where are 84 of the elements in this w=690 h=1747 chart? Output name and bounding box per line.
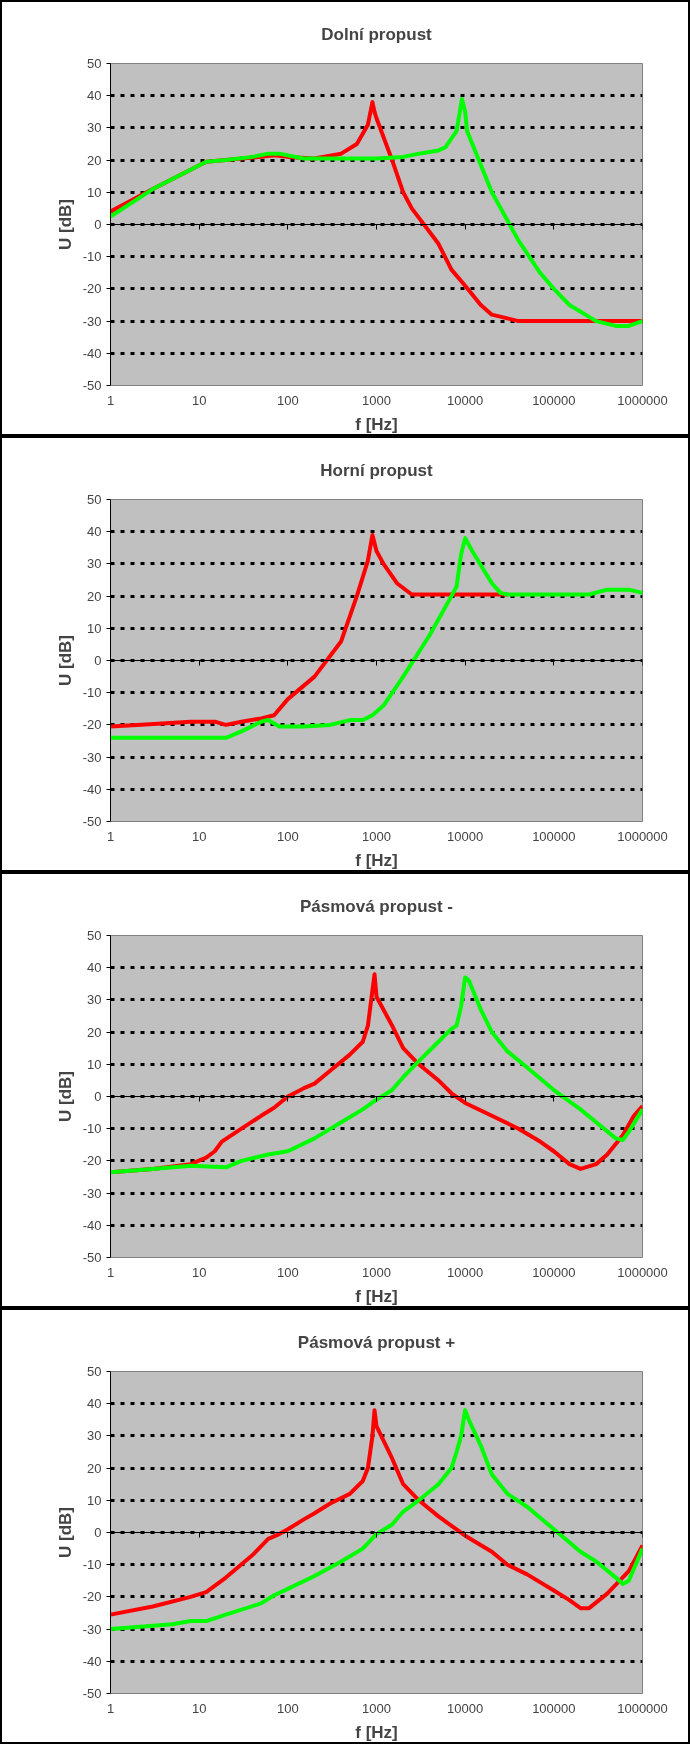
x-axis-title: f [Hz] [355, 1286, 398, 1306]
y-tick-label: 10 [87, 1056, 102, 1072]
y-tick-label: 50 [87, 928, 102, 943]
y-tick-label: 20 [87, 588, 102, 604]
y-axis-title: U [dB] [55, 1071, 75, 1122]
x-tick-label: 10000 [447, 828, 484, 844]
y-tick-label: 30 [87, 120, 102, 136]
y-tick-label: -40 [82, 1653, 102, 1669]
y-tick-label: 10 [87, 620, 102, 636]
chart-title: Pásmová propust + [297, 1332, 456, 1352]
x-tick-label: 1 [106, 828, 115, 844]
y-tick-label: 50 [87, 1364, 102, 1379]
y-tick-label: -50 [82, 378, 102, 393]
y-tick-label: 0 [94, 1525, 102, 1540]
x-tick-label: 10000 [447, 1700, 484, 1716]
y-tick-label: -40 [82, 1217, 102, 1233]
y-tick-label: 10 [87, 1492, 102, 1508]
x-tick-label: 10000 [447, 392, 484, 408]
y-tick-label: -20 [82, 1589, 102, 1605]
x-tick-label: 1000000 [617, 828, 668, 844]
y-tick-label: -30 [82, 1185, 102, 1201]
x-axis-title: f [Hz] [355, 850, 398, 870]
x-tick-label: 1000 [362, 828, 391, 844]
x-tick-label: 100 [276, 392, 299, 408]
y-tick-label: -30 [82, 313, 102, 329]
x-axis-title: f [Hz] [355, 1722, 398, 1742]
x-tick-label: 100000 [532, 392, 576, 408]
y-tick-label: -50 [82, 1686, 102, 1701]
y-tick-label: -10 [82, 1121, 102, 1137]
y-tick-label: 50 [87, 492, 102, 507]
y-tick-label: 50 [87, 56, 102, 71]
x-axis-title: f [Hz] [355, 414, 398, 434]
y-tick-label: -20 [82, 1153, 102, 1169]
x-tick-label: 100 [276, 1700, 299, 1716]
x-tick-label: 10 [191, 1264, 207, 1280]
y-axis-title: U [dB] [55, 635, 75, 686]
y-tick-label: 40 [87, 1396, 102, 1412]
y-tick-label: -50 [82, 1250, 102, 1265]
x-tick-label: 100000 [532, 1264, 576, 1280]
y-tick-label: 0 [94, 653, 102, 668]
y-tick-label: 20 [87, 1024, 102, 1040]
y-tick-label: 30 [87, 556, 102, 572]
x-tick-label: 100 [276, 828, 299, 844]
y-tick-label: 10 [87, 184, 102, 200]
x-tick-label: 100000 [532, 828, 576, 844]
y-tick-label: -10 [82, 249, 102, 265]
x-tick-label: 1 [106, 392, 115, 408]
y-tick-label: -30 [82, 749, 102, 765]
x-tick-label: 1000000 [617, 1264, 668, 1280]
y-tick-label: -40 [82, 781, 102, 797]
y-tick-label: -40 [82, 345, 102, 361]
chart-title: Horní propust [320, 460, 434, 480]
x-tick-label: 10 [191, 392, 207, 408]
x-tick-label: 1000000 [617, 1700, 668, 1716]
chart-title: Pásmová propust - [299, 896, 454, 916]
y-tick-label: 30 [87, 1428, 102, 1444]
y-tick-label: 20 [87, 152, 102, 168]
y-tick-label: -20 [82, 281, 102, 297]
y-tick-label: 40 [87, 88, 102, 104]
x-tick-label: 1000000 [617, 392, 668, 408]
y-tick-label: -30 [82, 1621, 102, 1637]
x-tick-label: 100000 [532, 1700, 576, 1716]
x-tick-label: 1000 [362, 1700, 391, 1716]
x-tick-label: 100 [276, 1264, 299, 1280]
y-tick-label: 40 [87, 524, 102, 540]
x-tick-label: 10 [191, 1700, 207, 1716]
y-tick-label: 20 [87, 1460, 102, 1476]
x-tick-label: 10 [191, 828, 207, 844]
x-tick-label: 1000 [362, 1264, 391, 1280]
y-tick-label: -20 [82, 717, 102, 733]
chart-title: Dolní propust [321, 24, 433, 44]
y-tick-label: -10 [82, 685, 102, 701]
x-tick-label: 1000 [362, 392, 391, 408]
y-tick-label: 40 [87, 960, 102, 976]
y-tick-label: 30 [87, 992, 102, 1008]
y-tick-label: -10 [82, 1557, 102, 1573]
y-axis-title: U [dB] [55, 1507, 75, 1558]
y-axis-title: U [dB] [55, 199, 75, 250]
x-tick-label: 10000 [447, 1264, 484, 1280]
y-tick-label: 0 [94, 1089, 102, 1104]
x-tick-label: 1 [106, 1700, 115, 1716]
y-tick-label: 0 [94, 217, 102, 232]
y-tick-label: -50 [82, 814, 102, 829]
x-tick-label: 1 [106, 1264, 115, 1280]
